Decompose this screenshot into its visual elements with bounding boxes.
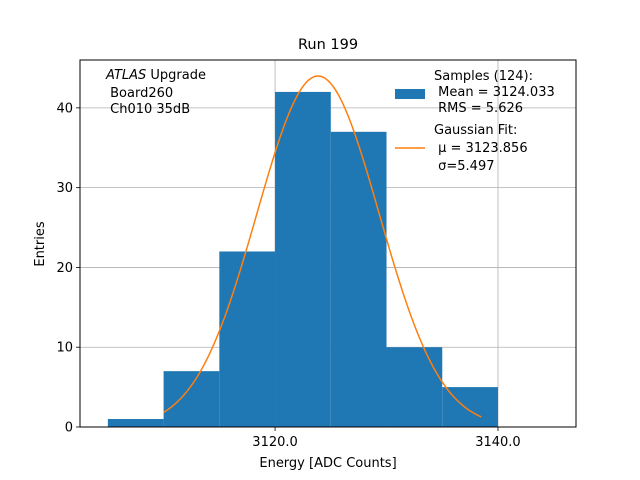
- x-tick-label: 3120.0: [252, 435, 298, 450]
- histogram-bar: [275, 91, 331, 428]
- plot-frame: [79, 59, 577, 428]
- histogram-bar: [386, 347, 443, 427]
- legend-fit-line-2: μ = 3123.856: [434, 141, 528, 156]
- x-axis-label: Energy [ADC Counts]: [259, 456, 396, 471]
- histogram-bars: [107, 91, 498, 428]
- fit-curve: [163, 75, 482, 418]
- x-tick-label: 3140.0: [475, 435, 521, 450]
- gaussian-fit: [163, 75, 482, 418]
- y-tick-label: 10: [56, 341, 73, 356]
- y-tick-label: 30: [56, 181, 73, 196]
- y-tick-label: 0: [65, 421, 73, 436]
- y-tick-label: 40: [56, 101, 73, 116]
- legend: Samples (124): Mean = 3124.033 RMS = 5.6…: [395, 69, 555, 174]
- y-axis-label: Entries: [33, 221, 48, 267]
- legend-fit-line-1: Gaussian Fit:: [434, 123, 517, 138]
- legend-fit-line-3: σ=5.497: [434, 159, 494, 174]
- legend-histogram-line-1: Samples (124):: [434, 69, 533, 84]
- atlas-annotation: ATLAS Upgrade Board260 Ch010 35dB: [105, 68, 206, 117]
- histogram-bar: [163, 371, 220, 427]
- histogram-bar: [107, 419, 164, 427]
- y-tick-label: 20: [56, 261, 73, 276]
- chart-title: Run 199: [298, 37, 358, 53]
- legend-histogram-swatch: [395, 89, 425, 99]
- legend-histogram-line-3: RMS = 5.626: [434, 101, 523, 116]
- legend-histogram-line-2: Mean = 3124.033: [434, 85, 555, 100]
- annotation-line-2: Board260: [106, 86, 173, 101]
- axis-ticks: 0 10 20 30 40 3120.0 3140.0: [56, 101, 520, 450]
- histogram-bar: [330, 131, 387, 427]
- annotation-line-1: ATLAS Upgrade: [105, 68, 206, 83]
- histogram-bar: [219, 251, 276, 427]
- annotation-line-3: Ch010 35dB: [106, 102, 190, 117]
